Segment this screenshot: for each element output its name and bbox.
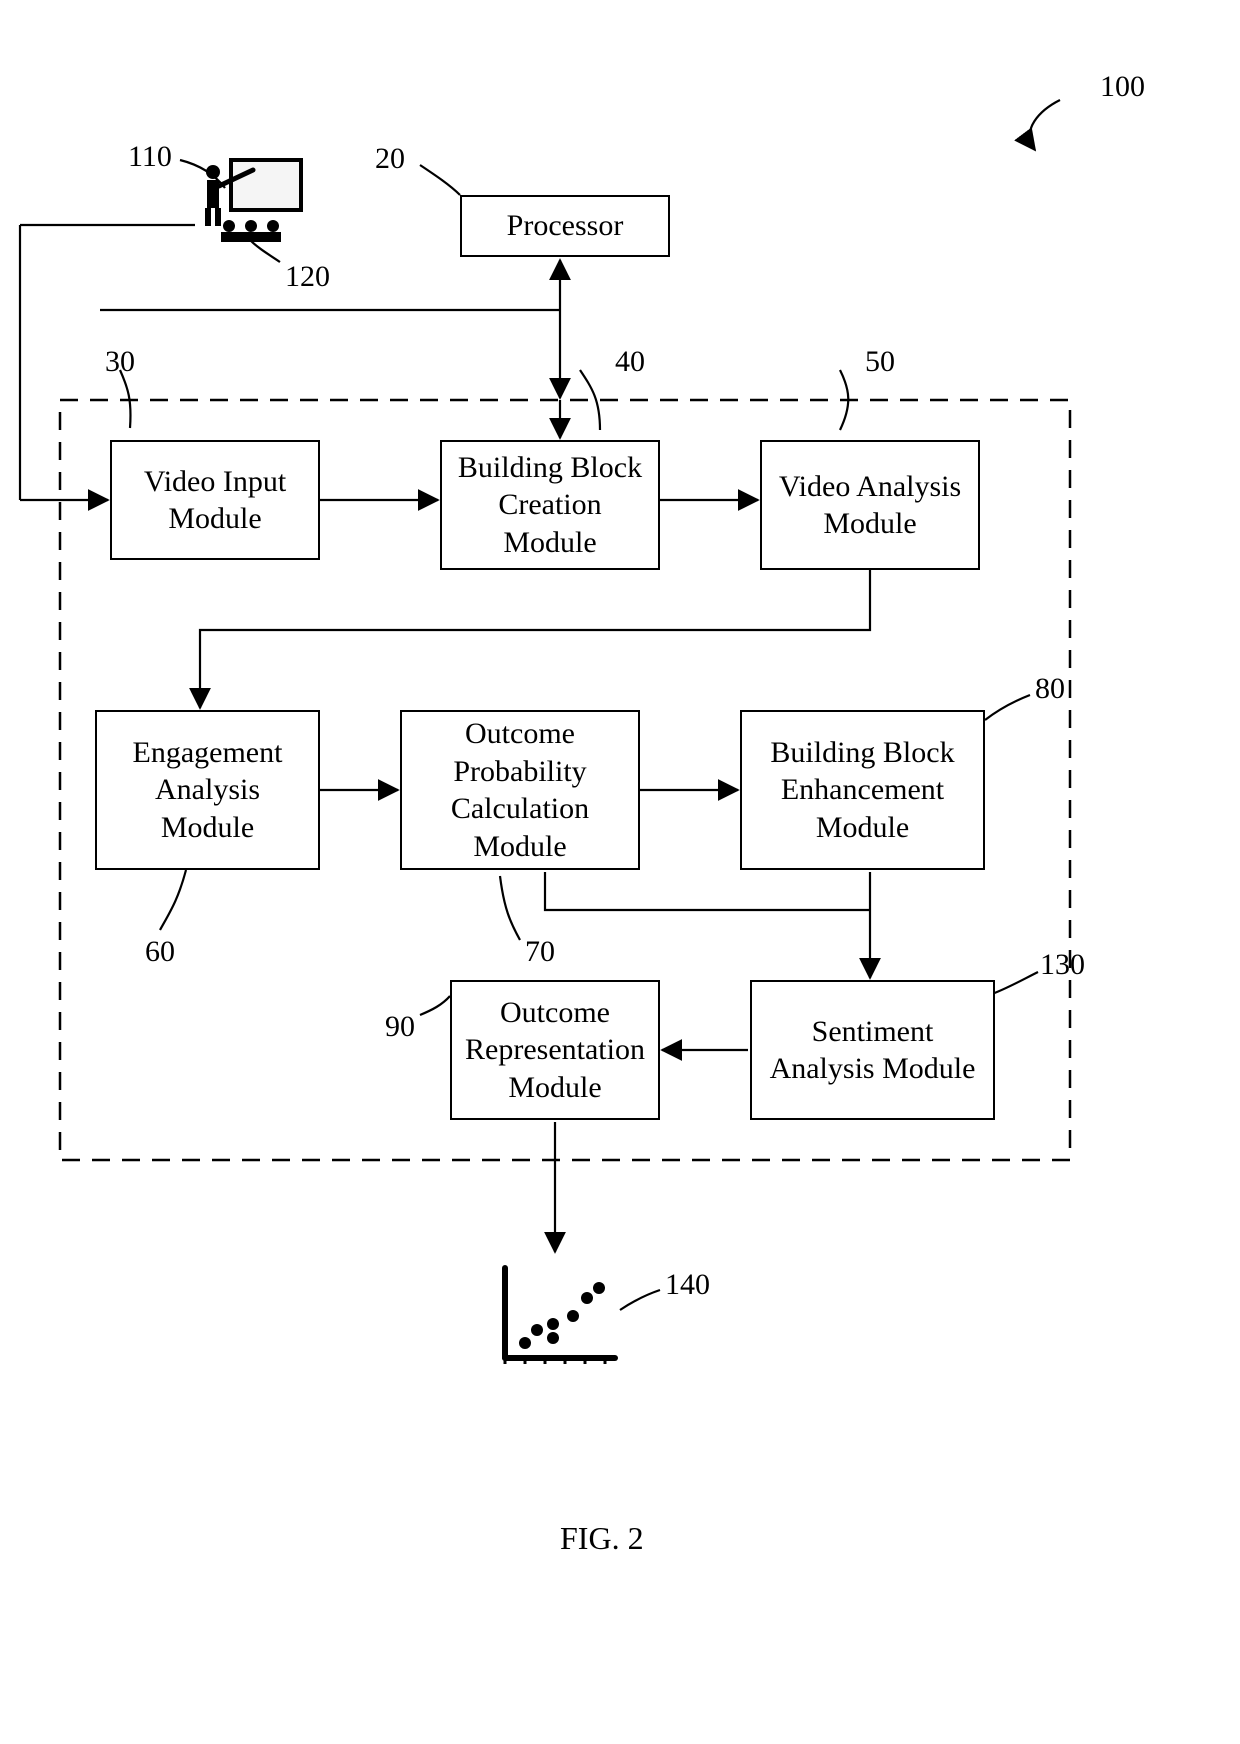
diagram-svg (0, 0, 1240, 1744)
leader-70 (500, 876, 520, 940)
box-bb-enhance-label: Building Block Enhancement Module (752, 734, 973, 847)
leader-60 (160, 870, 186, 930)
label-110: 110 (128, 140, 172, 174)
box-video-analysis-label: Video Analysis Module (772, 468, 968, 543)
box-outcome-rep-label: Outcome Representation Module (462, 994, 648, 1107)
box-outcome-prob: Outcome Probability Calculation Module (400, 710, 640, 870)
label-30: 30 (105, 345, 135, 379)
leader-140 (620, 1290, 660, 1310)
box-bb-creation: Building Block Creation Module (440, 440, 660, 570)
box-outcome-rep: Outcome Representation Module (450, 980, 660, 1120)
leader-100 (1030, 100, 1060, 150)
label-20: 20 (375, 142, 405, 176)
classroom-icon (205, 160, 301, 242)
label-50: 50 (865, 345, 895, 379)
leader-80 (985, 695, 1030, 720)
label-100: 100 (1100, 70, 1145, 104)
box-video-input-label: Video Input Module (122, 463, 308, 538)
box-processor-label: Processor (507, 207, 624, 245)
box-sentiment-label: Sentiment Analysis Module (762, 1013, 983, 1088)
label-40: 40 (615, 345, 645, 379)
box-video-analysis: Video Analysis Module (760, 440, 980, 570)
box-sentiment: Sentiment Analysis Module (750, 980, 995, 1120)
label-130: 130 (1040, 948, 1085, 982)
scatter-icon (505, 1268, 615, 1364)
arrow-va-to-engagement (200, 570, 870, 708)
box-engagement-label: Engagement Analysis Module (107, 734, 308, 847)
label-80: 80 (1035, 672, 1065, 706)
box-bb-creation-label: Building Block Creation Module (452, 449, 648, 562)
box-outcome-prob-label: Outcome Probability Calculation Module (412, 715, 628, 865)
label-60: 60 (145, 935, 175, 969)
diagram-canvas: Processor Video Input Module Building Bl… (0, 0, 1240, 1744)
path-opc-merge (545, 872, 870, 910)
box-engagement: Engagement Analysis Module (95, 710, 320, 870)
figure-caption: FIG. 2 (560, 1520, 644, 1557)
label-90: 90 (385, 1010, 415, 1044)
label-70: 70 (525, 935, 555, 969)
box-video-input: Video Input Module (110, 440, 320, 560)
label-140: 140 (665, 1268, 710, 1302)
label-120: 120 (285, 260, 330, 294)
box-bb-enhance: Building Block Enhancement Module (740, 710, 985, 870)
leader-90 (420, 996, 450, 1015)
leader-20 (420, 165, 460, 195)
leader-120 (250, 240, 280, 262)
leader-130 (992, 972, 1038, 994)
box-processor: Processor (460, 195, 670, 257)
